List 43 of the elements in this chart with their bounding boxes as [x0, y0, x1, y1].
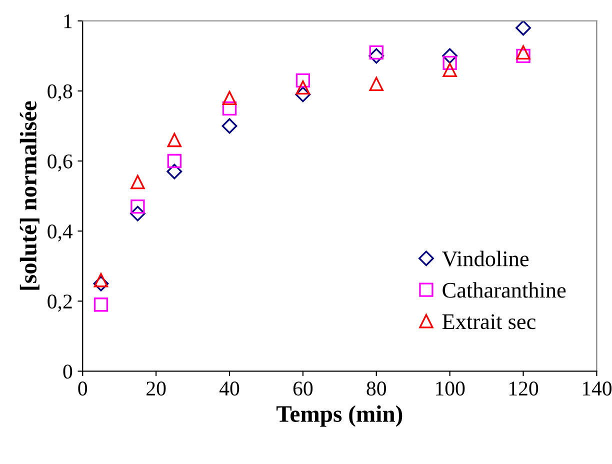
point: [369, 45, 384, 60]
x-tick-label: 100: [436, 382, 465, 396]
point: [516, 48, 530, 63]
point: [442, 62, 457, 78]
point: [296, 73, 310, 88]
point: [94, 298, 108, 312]
point: [295, 86, 311, 102]
x-tick-label: 80: [366, 382, 386, 396]
x-tick-label: 140: [582, 382, 612, 396]
x-tick-label: 0: [78, 382, 88, 396]
x-axis-title: Temps (min): [276, 405, 402, 427]
y-tick-label: 0,2: [48, 294, 72, 312]
point: [166, 164, 182, 180]
point: [442, 48, 458, 64]
y-tick-label: 1: [64, 14, 72, 28]
point: [167, 154, 182, 168]
y-tick-label: 0,8: [48, 84, 72, 102]
x-tick-label: 20: [146, 382, 166, 396]
x-tick-label: 120: [509, 382, 538, 396]
point: [222, 90, 237, 106]
legend-label: Vindoline: [442, 250, 529, 266]
x-tick-label: 40: [219, 382, 240, 396]
point: [516, 20, 531, 36]
point: [369, 76, 384, 92]
point: [442, 56, 457, 70]
point: [130, 174, 145, 190]
legend-label: Extrait sec: [442, 314, 536, 330]
y-tick-label: 0,4: [48, 224, 73, 242]
point: [368, 48, 384, 64]
point: [130, 199, 145, 214]
legend-label: Catharanthine: [442, 282, 566, 298]
point: [516, 45, 530, 60]
y-axis-title: [soluté] normalisée: [20, 101, 40, 290]
y-tick-label: 0,6: [48, 154, 72, 172]
point: [167, 132, 182, 148]
x-tick-label: 60: [293, 382, 313, 396]
point: [296, 80, 310, 95]
point: [130, 206, 146, 222]
point: [94, 273, 108, 288]
point: [222, 101, 237, 116]
y-tick-label: 0: [63, 364, 72, 379]
point: [93, 276, 109, 292]
point: [222, 118, 238, 134]
